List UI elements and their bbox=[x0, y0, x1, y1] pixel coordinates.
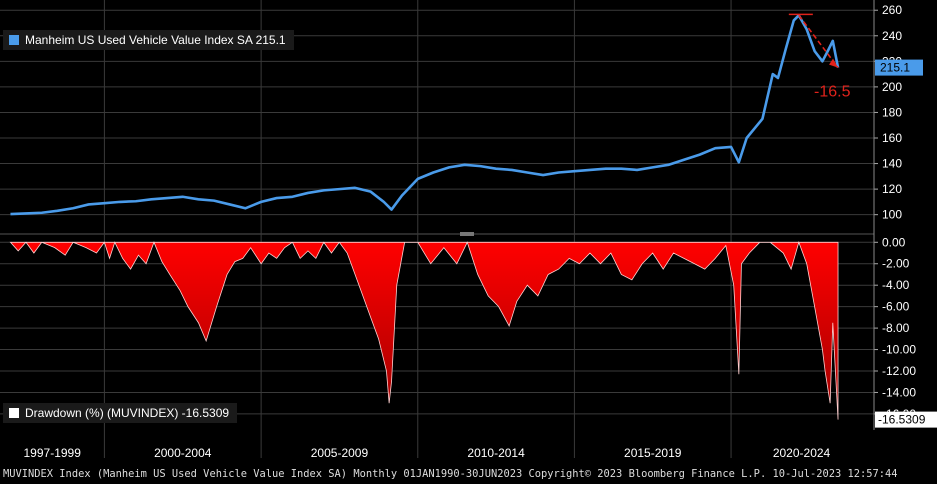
legend-swatch-area bbox=[9, 408, 19, 418]
legend-bottom: Drawdown (%) (MUVINDEX) -16.5309 bbox=[3, 403, 238, 423]
drawdown-area bbox=[9, 241, 839, 420]
bottom-y-tick-label: -6.00 bbox=[882, 300, 910, 314]
top-y-tick-label: 160 bbox=[882, 131, 902, 145]
top-y-tick-label: 200 bbox=[882, 80, 902, 94]
index-line-path bbox=[10, 14, 840, 216]
bottom-last-value-text: -16.5309 bbox=[878, 413, 926, 427]
top-y-tick-label: 180 bbox=[882, 105, 902, 119]
bottom-y-tick-label: 0.00 bbox=[882, 235, 906, 249]
axes: 1001201401601802002202402600.00-2.00-4.0… bbox=[24, 0, 916, 460]
top-y-tick-label: 260 bbox=[882, 3, 902, 17]
drawdown-arrowhead bbox=[829, 58, 839, 68]
legend-bottom-label: Drawdown (%) (MUVINDEX) -16.5309 bbox=[25, 406, 230, 420]
x-tick-label: 2000-2004 bbox=[154, 446, 212, 460]
x-tick-label: 2020-2024 bbox=[773, 446, 831, 460]
index-line-series bbox=[10, 14, 840, 216]
legend-swatch-line bbox=[9, 35, 19, 45]
top-y-tick-label: 100 bbox=[882, 208, 902, 222]
x-tick-label: 1997-1999 bbox=[24, 446, 82, 460]
legend-top: Manheim US Used Vehicle Value Index SA 2… bbox=[3, 30, 294, 50]
grid-lines bbox=[0, 0, 874, 458]
top-y-tick-label: 240 bbox=[882, 29, 902, 43]
bottom-y-tick-label: -10.00 bbox=[882, 343, 916, 357]
panel-resize-handle[interactable] bbox=[460, 232, 474, 236]
x-tick-label: 2015-2019 bbox=[624, 446, 682, 460]
bottom-last-value-tag bbox=[875, 411, 937, 428]
drawdown-annotation-text: -16.5 bbox=[814, 84, 851, 101]
bottom-y-tick-label: -8.00 bbox=[882, 321, 910, 335]
footer-source-text: MUVINDEX Index (Manheim US Used Vehicle … bbox=[3, 468, 898, 480]
bottom-y-tick-label: -12.00 bbox=[882, 364, 916, 378]
top-y-tick-label: 120 bbox=[882, 182, 902, 196]
drawdown-area-path bbox=[9, 241, 839, 420]
top-last-value-text: 215.1 bbox=[880, 61, 910, 75]
x-tick-label: 2005-2009 bbox=[311, 446, 369, 460]
drawdown-arrow bbox=[798, 14, 839, 69]
annotations: 215.1 -16.5309 -16.5 bbox=[788, 13, 937, 428]
top-y-tick-label: 140 bbox=[882, 157, 902, 171]
bottom-y-tick-label: -2.00 bbox=[882, 257, 910, 271]
bottom-y-tick-label: -14.00 bbox=[882, 385, 916, 399]
legend-top-label: Manheim US Used Vehicle Value Index SA 2… bbox=[25, 33, 286, 47]
top-last-value-tag bbox=[875, 59, 923, 76]
x-tick-label: 2010-2014 bbox=[467, 446, 525, 460]
bottom-y-tick-label: -4.00 bbox=[882, 278, 910, 292]
